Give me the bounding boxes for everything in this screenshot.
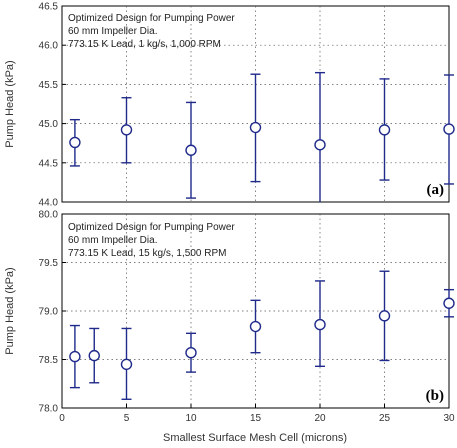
panel-b-annotation-2: 60 mm Impeller Dia. [68, 235, 157, 246]
panel-a-marker [249, 121, 262, 134]
panel-b-y-tick-label: 78.0 [39, 404, 59, 415]
panel-a-annotation-1: Optimized Design for Pumping Power [68, 13, 235, 24]
panel-a-data-point [443, 74, 455, 185]
panel-b-x-tick-label: 0 [59, 413, 65, 424]
panel-b-y-tick-label: 79.0 [39, 307, 59, 318]
panel-b-data-point [443, 288, 455, 318]
panel-a-y-ticks: 44.0 44.5 45.0 45.5 46.0 46.5 [39, 2, 66, 209]
panel-a-marker [314, 139, 326, 151]
panel-a-y-tick-label: 46.0 [39, 41, 59, 52]
panel-b-marker [185, 347, 197, 359]
panel-a-annotation-2: 60 mm Impeller Dia. [68, 26, 157, 37]
panel-b-marker [314, 318, 326, 331]
panel-a-data-point [249, 73, 262, 183]
panel-a-y-tick-label: 46.5 [39, 2, 59, 13]
panel-b-data-point [120, 327, 133, 400]
panel-b-marker [443, 297, 455, 309]
panel-a-y-tick-label: 45.5 [39, 80, 59, 91]
panel-a-marker [378, 124, 391, 136]
panel-a-y-tick-label: 44.0 [39, 198, 59, 209]
panel-a-data-point [314, 71, 326, 202]
panel-b-data-point [69, 324, 81, 389]
panel-a-data-point [185, 101, 197, 199]
panel-b-marks [69, 270, 455, 400]
panel-a-y-tick-label: 44.5 [39, 158, 59, 169]
x-axis-title: Smallest Surface Mesh Cell (microns) [163, 432, 347, 444]
panel-b-x-tick-label: 10 [185, 413, 197, 424]
panel-b-data-point [185, 332, 197, 373]
panel-a-y-tick-label: 45.0 [39, 119, 59, 130]
panel-b-y-tick-label: 79.5 [39, 258, 59, 269]
panel-b-marker [88, 349, 100, 362]
panel-b-data-point [88, 327, 100, 384]
panel-b-marker [69, 350, 81, 363]
panel-b-annotation-1: Optimized Design for Pumping Power [68, 222, 235, 233]
panel-a-data-point [120, 97, 133, 164]
panel-a-marker [443, 123, 455, 135]
panel-b-y-tick-label: 78.5 [39, 355, 59, 366]
panel-b-y-axis-title: Pump Head (kPa) [4, 267, 16, 354]
panel-b-x-tick-label: 20 [314, 413, 326, 424]
panel-a-data-point [378, 78, 391, 181]
panel-a-marker [120, 124, 133, 136]
panel-b-data-point [314, 280, 326, 367]
panel-a-annotation-3: 773.15 K Lead, 1 kg/s, 1,000 RPM [68, 39, 221, 50]
panel-a-marker [185, 144, 197, 156]
panel-b-marker [120, 358, 133, 371]
panel-b-y-tick-label: 80.0 [39, 210, 59, 221]
panel-a-label: (a) [427, 182, 445, 198]
panel-a: 44.0 44.5 45.0 45.5 46.0 46.5 Optimized Desig… [4, 2, 455, 209]
panel-b-x-ticks: 0 5 10 15 20 25 30 [59, 404, 455, 424]
panel-b-marker [378, 310, 391, 322]
panel-b: 78.0 78.5 79.0 79.5 80.0 0 5 10 15 20 25 30 Optimi… [4, 210, 455, 445]
panel-b-y-ticks: 78.0 78.5 79.0 79.5 80.0 [39, 210, 66, 415]
panel-a-y-axis-title: Pump Head (kPa) [4, 60, 16, 147]
panel-b-x-tick-label: 30 [443, 413, 455, 424]
panel-b-data-point [378, 270, 391, 362]
panel-a-marker [69, 136, 81, 149]
panel-b-x-tick-label: 15 [250, 413, 262, 424]
panel-b-label: (b) [426, 388, 444, 404]
panel-b-annotation-3: 773.15 K Lead, 15 kg/s, 1,500 RPM [68, 248, 226, 259]
panel-b-x-tick-label: 25 [379, 413, 391, 424]
panel-a-data-point [69, 118, 81, 167]
panel-b-x-tick-label: 5 [124, 413, 130, 424]
panel-a-marks [69, 71, 455, 202]
panel-b-data-point [249, 299, 262, 354]
panel-b-marker [249, 320, 262, 333]
